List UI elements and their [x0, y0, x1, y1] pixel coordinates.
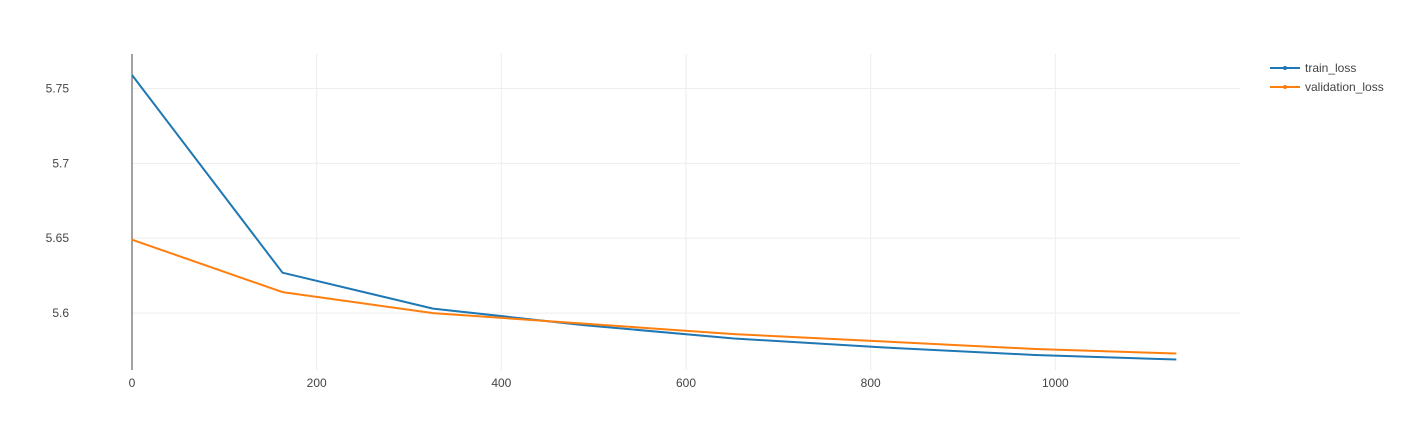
y-gridlines	[132, 87, 1240, 314]
legend[interactable]: train_loss validation_loss	[1270, 61, 1384, 94]
legend-marker-train-loss	[1283, 66, 1287, 70]
series-lines	[131, 74, 1177, 361]
x-tick-label: 600	[676, 376, 696, 390]
y-axis-tick-labels: 5.6 5.65 5.7 5.75	[46, 81, 70, 320]
series-line-validation-loss	[131, 238, 1177, 355]
x-tick-label: 0	[129, 376, 136, 390]
y-tick-label: 5.65	[46, 231, 70, 245]
x-tick-label: 800	[861, 376, 881, 390]
x-tick-label: 200	[307, 376, 327, 390]
legend-item-validation-loss[interactable]: validation_loss	[1270, 80, 1384, 94]
series-line-train-loss	[131, 74, 1177, 361]
y-tick-label: 5.75	[46, 81, 70, 95]
x-axis-tick-labels: 0 200 400 600 800 1000	[129, 376, 1069, 390]
y-tick-label: 5.7	[52, 156, 69, 170]
legend-label-train-loss: train_loss	[1305, 61, 1356, 75]
x-tick-label: 400	[491, 376, 511, 390]
legend-item-train-loss[interactable]: train_loss	[1270, 61, 1356, 75]
y-tick-label: 5.6	[52, 306, 69, 320]
legend-label-validation-loss: validation_loss	[1305, 80, 1384, 94]
legend-marker-validation-loss	[1283, 85, 1287, 89]
x-tick-label: 1000	[1042, 376, 1069, 390]
